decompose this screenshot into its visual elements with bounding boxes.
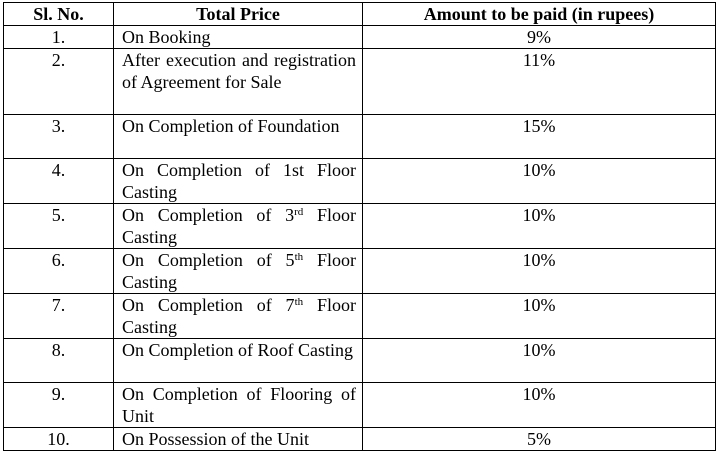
stage-text: Floor Casting [122,250,356,292]
stage-text: Floor Casting [122,295,356,337]
amount: 10% [362,158,716,204]
payment-stage: On Completion of 5th Floor Casting [113,248,363,294]
table-row: 2. After execution and registration of Ag… [3,48,716,115]
serial-number: 9. [3,382,114,428]
amount: 10% [362,338,716,383]
payment-stage: On Completion of 7th Floor Casting [113,293,363,339]
payment-stage: After execution and registration of Agre… [113,48,363,115]
payment-stage: On Completion of 3rd Floor Casting [113,203,363,249]
payment-stage: On Booking [113,25,363,49]
payment-stage: On Completion of Foundation [113,114,363,159]
stage-text: On Completion of 3 [122,205,295,225]
payment-stage: On Completion of Flooring of Unit [113,382,363,428]
table-header: Sl. No. Total Price Amount to be paid (i… [3,2,716,26]
table-row: 8. On Completion of Roof Casting 10% [3,338,716,383]
serial-number: 6. [3,248,114,294]
amount: 15% [362,114,716,159]
payment-stage: On Completion of 1st Floor Casting [113,158,363,204]
serial-number: 1. [3,25,114,49]
header-cell: Total Price [113,2,363,26]
amount: 10% [362,382,716,428]
serial-number: 3. [3,114,114,159]
table-row: 9. On Completion of Flooring of Unit 10% [3,382,716,428]
amount: 10% [362,248,716,294]
serial-number: 4. [3,158,114,204]
header-row: Sl. No. Total Price Amount to be paid (i… [3,2,716,26]
amount: 10% [362,203,716,249]
amount: 9% [362,25,716,49]
ordinal-suffix: rd [294,206,304,218]
stage-text: On Completion of 7 [122,295,295,315]
amount: 11% [362,48,716,115]
payment-stage: On Completion of Roof Casting [113,338,363,383]
table-row: 4. On Completion of 1st Floor Casting 10% [3,158,716,204]
serial-number: 5. [3,203,114,249]
stage-text: On Completion of 5 [122,250,295,270]
serial-number: 7. [3,293,114,339]
table-row: 1. On Booking 9% [3,25,716,49]
payment-schedule-table: Sl. No. Total Price Amount to be paid (i… [3,2,716,451]
header-cell: Sl. No. [3,2,114,26]
header-cell: Amount to be paid (in rupees) [362,2,716,26]
serial-number: 2. [3,48,114,115]
payment-stage: On Possession of the Unit [113,427,363,451]
table-body: 1. On Booking 9% 2. After execution and regi… [3,25,716,451]
stage-text: Floor Casting [122,205,356,247]
amount: 10% [362,293,716,339]
ordinal-suffix: th [294,296,304,308]
table-row: 7. On Completion of 7th Floor Casting 10% [3,293,716,339]
table-row: 3. On Completion of Foundation 15% [3,114,716,159]
table-row: 10. On Possession of the Unit 5% [3,427,716,451]
ordinal-suffix: th [294,251,304,263]
serial-number: 10. [3,427,114,451]
amount: 5% [362,427,716,451]
table-row: 6. On Completion of 5th Floor Casting 10% [3,248,716,294]
serial-number: 8. [3,338,114,383]
table-row: 5. On Completion of 3rd Floor Casting 10% [3,203,716,249]
